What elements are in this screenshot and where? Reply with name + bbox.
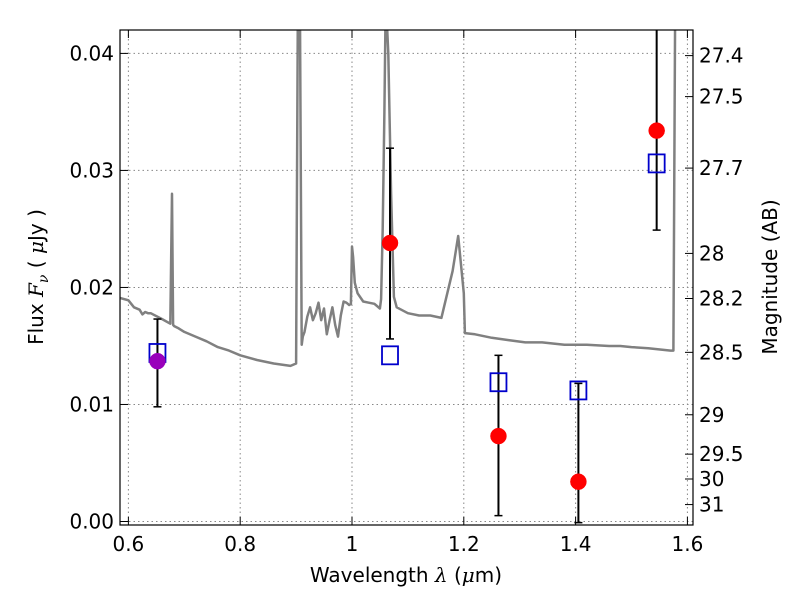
x-tick-label: 1 (346, 532, 359, 556)
y-tick-label: 0.04 (69, 41, 114, 65)
mag-tick-label: 31 (699, 493, 724, 517)
model-square-marker (569, 380, 588, 401)
grid (120, 30, 693, 525)
mag-tick-label: 28.2 (699, 287, 744, 311)
y-tick-label: 0.02 (69, 275, 114, 299)
axis-ticks: 0.6 0.8 1 1.2 1.4 1.6 0.00 0.01 0.02 0.03 0.04 27.4… (69, 30, 744, 556)
y-tick-label: 0.00 (69, 509, 114, 533)
observed-point (570, 473, 587, 490)
model-square-marker (647, 153, 666, 174)
mag-tick-label: 27.5 (699, 85, 744, 109)
mag-tick-label: 29.5 (699, 442, 744, 466)
observed-point (490, 427, 507, 445)
x-tick-label: 0.8 (224, 532, 256, 556)
observed-point (648, 122, 665, 139)
x-axis-label: Wavelength λ (μm) (310, 563, 502, 587)
model-spectrum-line (120, 30, 677, 368)
mag-tick-label: 28 (699, 241, 724, 265)
mag-tick-label: 30 (699, 467, 724, 491)
y-tick-label: 0.03 (69, 158, 114, 182)
y-tick-label: 0.01 (69, 392, 114, 416)
y2-axis-label: Magnitude (AB) (758, 199, 782, 354)
model-square-marker (381, 345, 399, 366)
observed-point (149, 352, 166, 370)
marker-layer (148, 122, 666, 490)
x-tick-label: 1.6 (672, 532, 704, 556)
y-axis-label: Flux Fν ( μJy ) (24, 209, 52, 345)
errorbar-layer (153, 30, 661, 524)
x-tick-label: 0.6 (112, 532, 144, 556)
model-square-marker (489, 372, 508, 393)
x-tick-label: 1.4 (560, 532, 592, 556)
mag-tick-label: 28.5 (699, 340, 744, 364)
plot-frame (119, 29, 694, 526)
observed-point (381, 234, 399, 252)
mag-tick-label: 27.4 (699, 44, 744, 68)
x-tick-label: 1.2 (448, 532, 480, 556)
spectrum-layer (120, 30, 677, 368)
mag-tick-label: 29 (699, 403, 724, 427)
mag-tick-label: 27.7 (699, 156, 744, 180)
